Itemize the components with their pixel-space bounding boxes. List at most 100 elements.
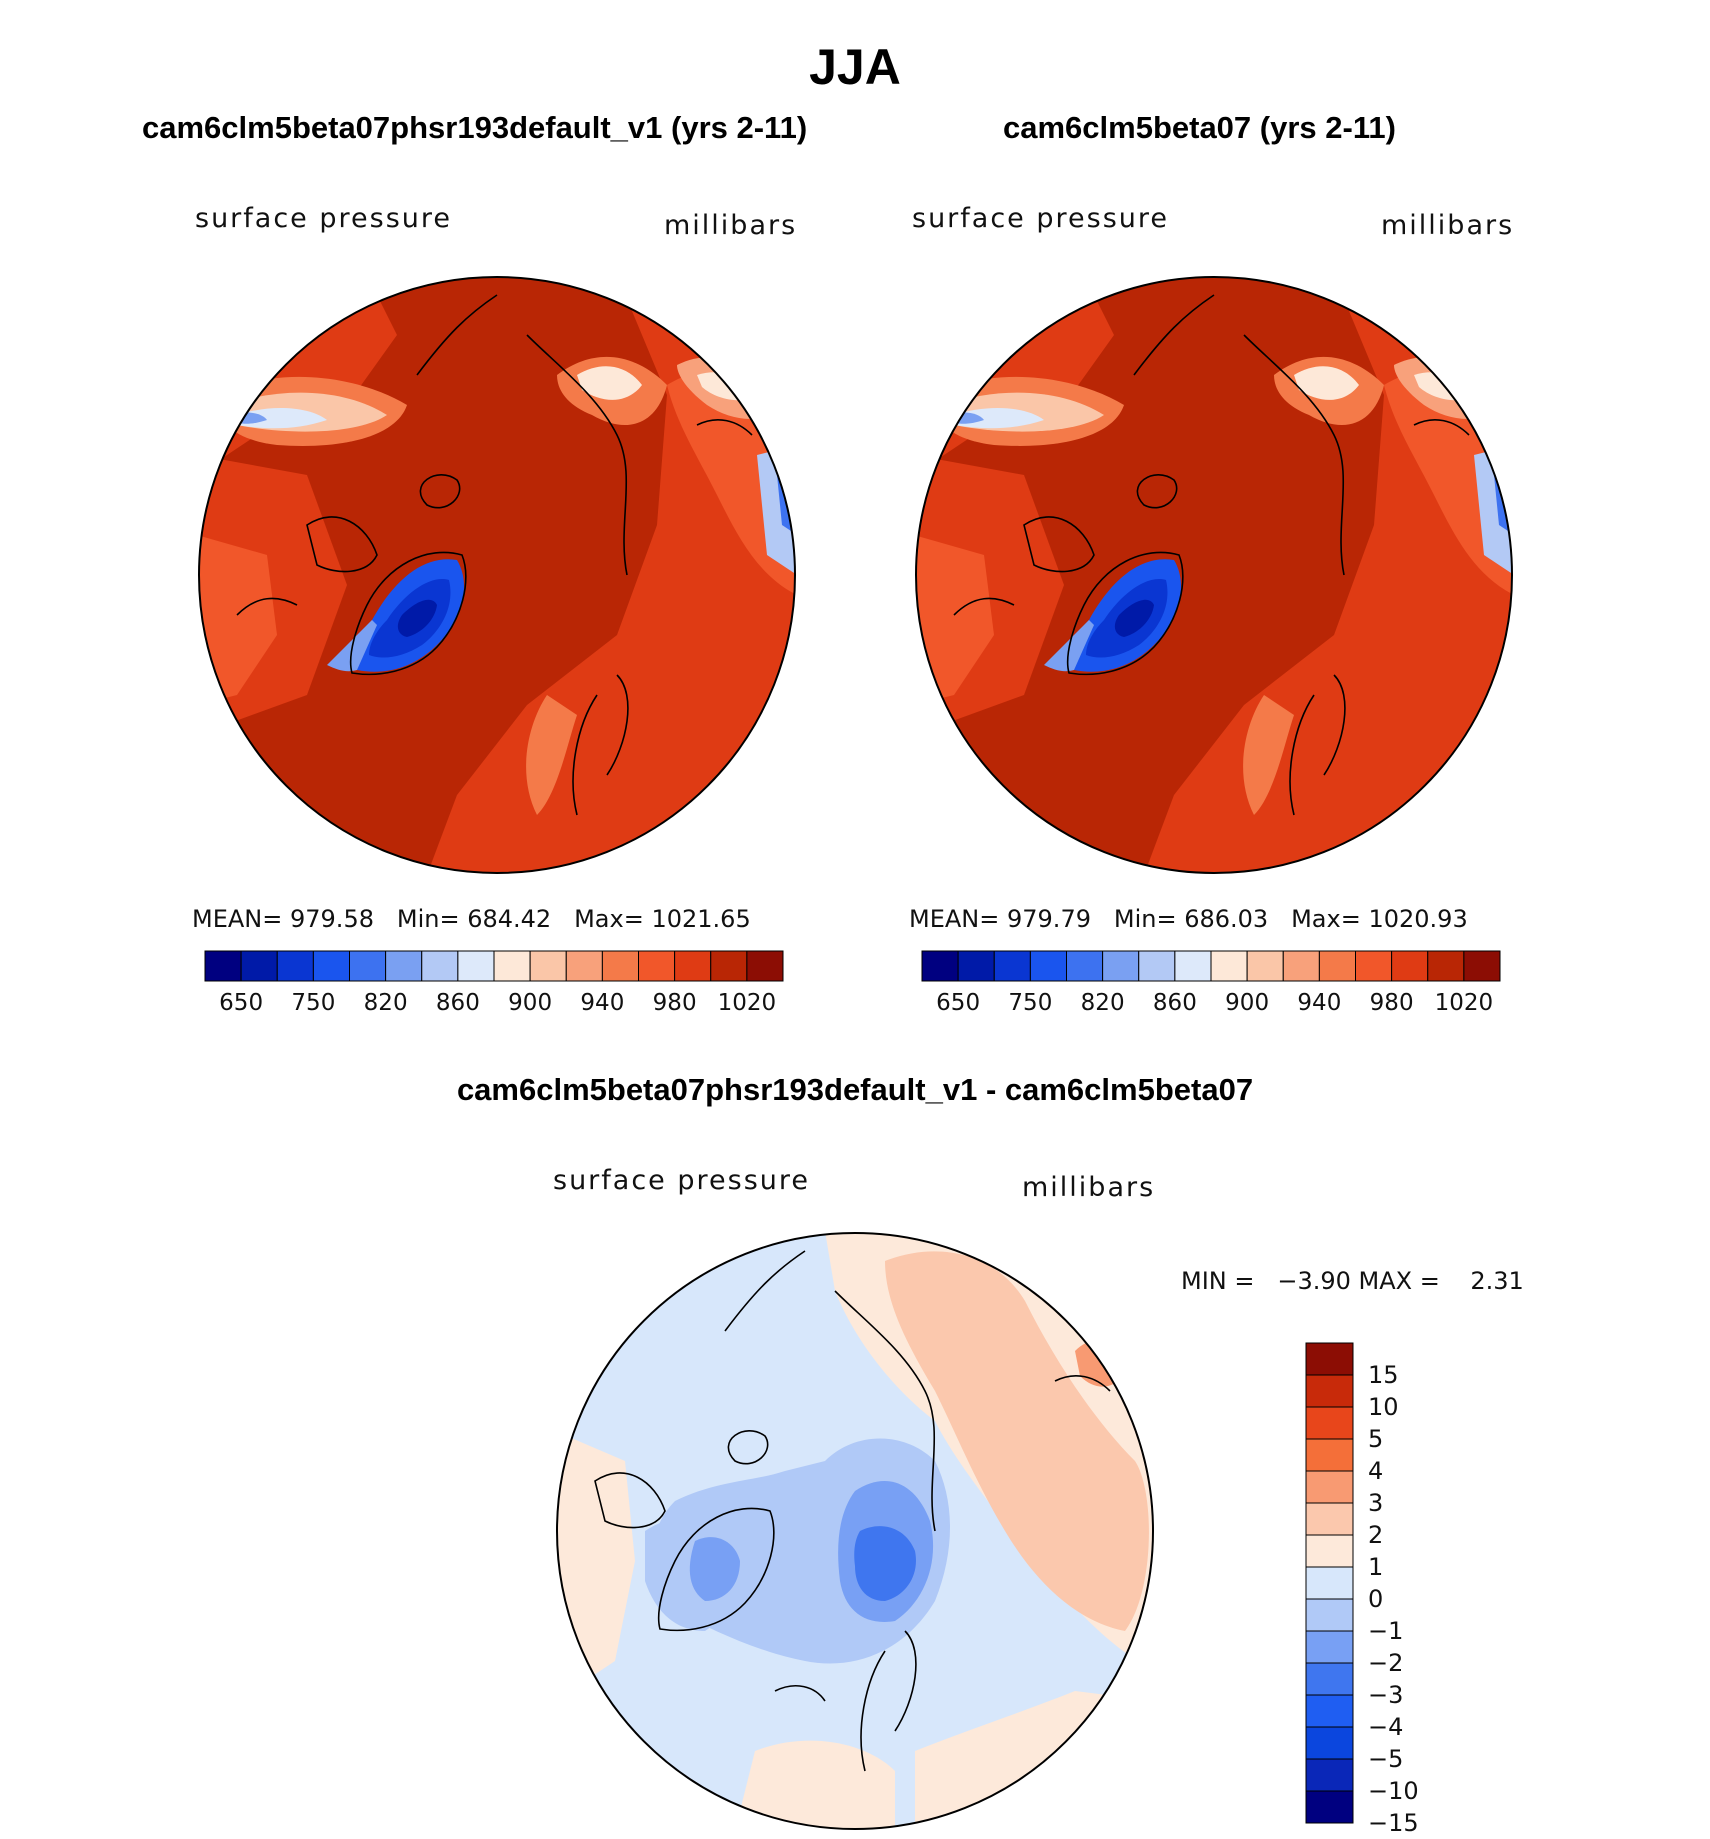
panel1-right-label: millibars bbox=[664, 210, 798, 241]
cbar2-swatch bbox=[1463, 950, 1501, 982]
cbar1-tick-4: 900 bbox=[508, 990, 553, 1016]
cbar3-swatch bbox=[1305, 1374, 1354, 1408]
cbar3-tick-10: −3 bbox=[1368, 1681, 1404, 1709]
panel1-polar-map bbox=[198, 276, 796, 874]
cbar1-swatch bbox=[674, 950, 712, 982]
cbar1-tick-1: 750 bbox=[291, 990, 336, 1016]
panel2-title: cam6clm5beta07 (yrs 2-11) bbox=[1003, 110, 1396, 145]
cbar1-swatch bbox=[529, 950, 567, 982]
cbar1-swatch bbox=[493, 950, 531, 982]
panel2-colorbar-labels: 650 750 820 860 900 940 980 1020 bbox=[922, 990, 1500, 1020]
cbar3-tick-9: −2 bbox=[1368, 1649, 1404, 1677]
cbar1-swatch bbox=[349, 950, 387, 982]
panel2-polar-map bbox=[915, 276, 1513, 874]
panel1-min-label: Min= bbox=[396, 905, 460, 933]
cbar2-swatch bbox=[1282, 950, 1320, 982]
cbar3-swatch bbox=[1305, 1598, 1354, 1632]
cbar3-swatch bbox=[1305, 1470, 1354, 1504]
panel3-colorbar-labels: 15 10 5 4 3 2 1 0 −1 −2 −3 −4 −5 −10 −15 bbox=[1368, 1343, 1488, 1837]
panel1-title: cam6clm5beta07phsr193default_v1 (yrs 2-1… bbox=[142, 110, 808, 145]
panel2-right-label: millibars bbox=[1381, 210, 1515, 241]
cbar1-tick-3: 860 bbox=[435, 990, 480, 1016]
cbar1-swatch bbox=[276, 950, 314, 982]
cbar2-swatch bbox=[1066, 950, 1104, 982]
cbar1-swatch bbox=[638, 950, 676, 982]
cbar3-tick-4: 3 bbox=[1368, 1489, 1384, 1517]
panel1-colorbar-labels: 650 750 820 860 900 940 980 1020 bbox=[205, 990, 783, 1020]
panel1-min: 684.42 bbox=[467, 905, 552, 933]
cbar3-tick-12: −5 bbox=[1368, 1745, 1404, 1773]
cbar2-swatch bbox=[1210, 950, 1248, 982]
cbar1-swatch bbox=[565, 950, 603, 982]
cbar2-swatch bbox=[957, 950, 995, 982]
cbar1-tick-0: 650 bbox=[219, 990, 264, 1016]
cbar2-swatch bbox=[1391, 950, 1429, 982]
cbar3-tick-0: 15 bbox=[1368, 1361, 1399, 1389]
cbar1-tick-7: 1020 bbox=[717, 990, 777, 1016]
panel1-max-label: Max= bbox=[574, 905, 644, 933]
panel2-max: 1020.93 bbox=[1368, 905, 1468, 933]
cbar3-tick-3: 4 bbox=[1368, 1457, 1384, 1485]
cbar1-swatch bbox=[710, 950, 748, 982]
cbar3-tick-2: 5 bbox=[1368, 1425, 1384, 1453]
cbar2-swatch bbox=[1029, 950, 1067, 982]
map3-boundary bbox=[556, 1232, 1154, 1830]
cbar3-swatch bbox=[1305, 1694, 1354, 1728]
panel3-minmax: MIN = −3.90 MAX = 2.31 bbox=[1181, 1267, 1524, 1295]
panel3-left-label: surface pressure bbox=[553, 1165, 810, 1196]
panel3-colorbar bbox=[1305, 1342, 1354, 1824]
map2-boundary bbox=[915, 276, 1513, 874]
cbar3-swatch bbox=[1305, 1726, 1354, 1760]
cbar2-tick-6: 980 bbox=[1369, 990, 1414, 1016]
cbar1-swatch bbox=[204, 950, 242, 982]
panel1-left-label: surface pressure bbox=[195, 203, 452, 234]
cbar3-swatch bbox=[1305, 1502, 1354, 1536]
cbar3-swatch bbox=[1305, 1758, 1354, 1792]
cbar2-tick-4: 900 bbox=[1225, 990, 1270, 1016]
cbar2-swatch bbox=[1174, 950, 1212, 982]
panel2-max-label: Max= bbox=[1291, 905, 1361, 933]
cbar3-swatch bbox=[1305, 1534, 1354, 1568]
cbar1-tick-6: 980 bbox=[652, 990, 697, 1016]
panel2-stats: MEAN= 979.79 Min= 686.03 Max= 1020.93 bbox=[909, 905, 1468, 933]
cbar1-swatch bbox=[746, 950, 784, 982]
panel1-stats: MEAN= 979.58 Min= 684.42 Max= 1021.65 bbox=[192, 905, 751, 933]
cbar3-swatch bbox=[1305, 1438, 1354, 1472]
panel1-mean: 979.58 bbox=[290, 905, 374, 933]
cbar3-swatch bbox=[1305, 1566, 1354, 1600]
cbar3-tick-11: −4 bbox=[1368, 1713, 1404, 1741]
panel1-max: 1021.65 bbox=[651, 905, 751, 933]
panel3-title: cam6clm5beta07phsr193default_v1 - cam6cl… bbox=[456, 1072, 1254, 1107]
cbar1-swatch bbox=[240, 950, 278, 982]
cbar3-swatch bbox=[1305, 1662, 1354, 1696]
cbar1-swatch bbox=[601, 950, 639, 982]
cbar2-tick-2: 820 bbox=[1080, 990, 1125, 1016]
panel2-mean-label: MEAN= bbox=[909, 905, 1000, 933]
cbar2-swatch bbox=[1246, 950, 1284, 982]
cbar2-swatch bbox=[1138, 950, 1176, 982]
panel3-right-label: millibars bbox=[1022, 1172, 1156, 1203]
cbar3-tick-1: 10 bbox=[1368, 1393, 1399, 1421]
cbar2-swatch bbox=[1355, 950, 1393, 982]
cbar1-swatch bbox=[312, 950, 350, 982]
cbar3-tick-5: 2 bbox=[1368, 1521, 1384, 1549]
panel2-min: 686.03 bbox=[1184, 905, 1269, 933]
cbar3-tick-13: −10 bbox=[1368, 1777, 1419, 1805]
cbar3-swatch bbox=[1305, 1406, 1354, 1440]
cbar1-tick-2: 820 bbox=[363, 990, 408, 1016]
cbar2-tick-0: 650 bbox=[936, 990, 981, 1016]
cbar3-swatch bbox=[1305, 1790, 1354, 1824]
cbar1-tick-5: 940 bbox=[580, 990, 625, 1016]
cbar2-swatch bbox=[1102, 950, 1140, 982]
cbar1-swatch bbox=[385, 950, 423, 982]
cbar3-tick-6: 1 bbox=[1368, 1553, 1384, 1581]
panel2-mean: 979.79 bbox=[1007, 905, 1091, 933]
cbar3-tick-8: −1 bbox=[1368, 1617, 1404, 1645]
panel3-polar-map bbox=[556, 1232, 1154, 1830]
panel2-left-label: surface pressure bbox=[912, 203, 1169, 234]
cbar2-tick-5: 940 bbox=[1297, 990, 1342, 1016]
cbar2-swatch bbox=[1427, 950, 1465, 982]
panel1-colorbar bbox=[204, 950, 784, 982]
map1-boundary bbox=[198, 276, 796, 874]
cbar1-swatch bbox=[457, 950, 495, 982]
